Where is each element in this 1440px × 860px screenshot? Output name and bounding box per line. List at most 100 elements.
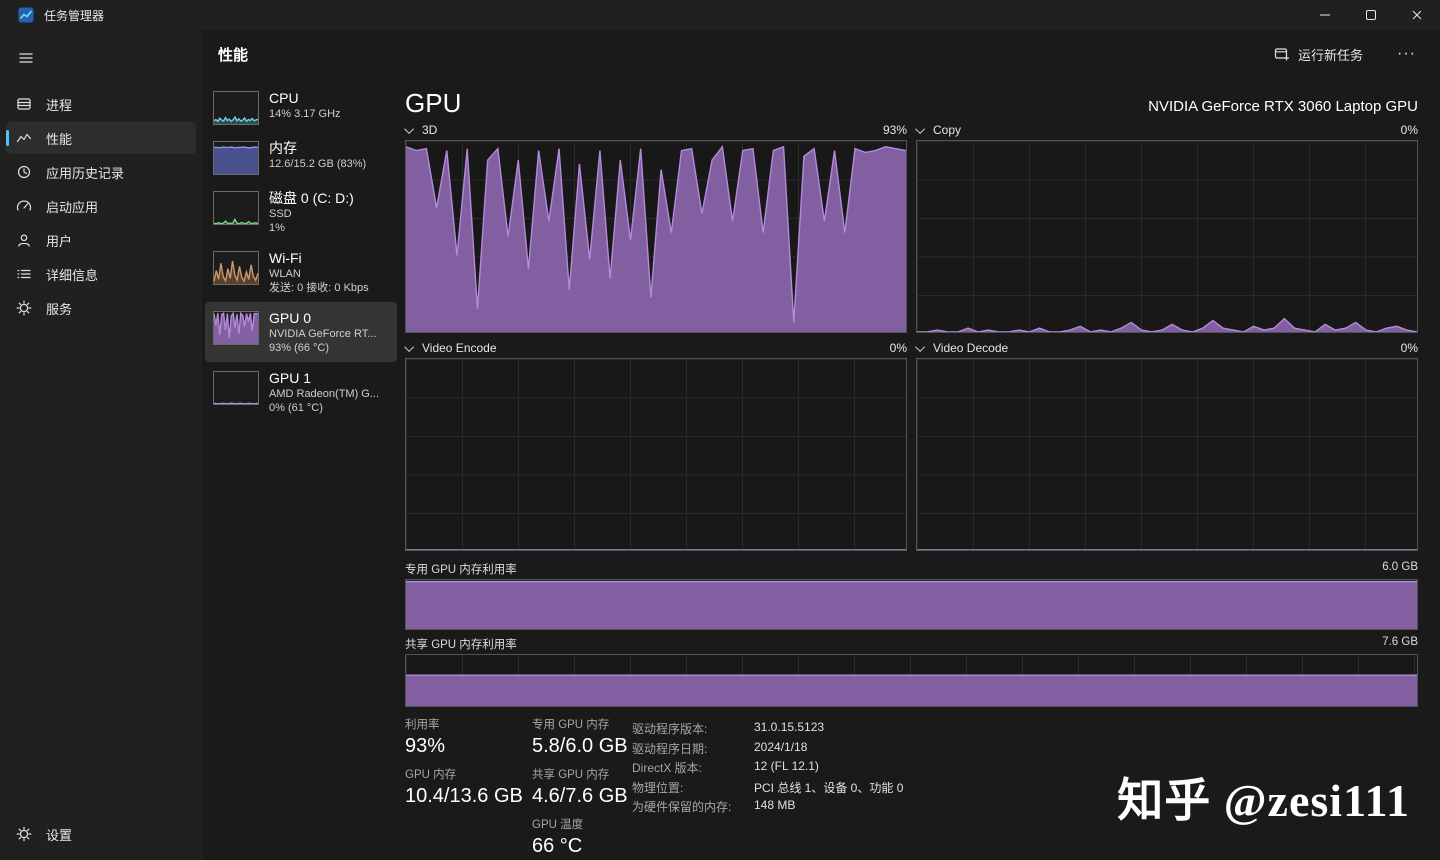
chart-current-value: 0% <box>889 341 907 355</box>
titlebar: 任务管理器 <box>0 0 1440 30</box>
perf-item-detail: WLAN <box>269 268 301 280</box>
gpu-driver-details: 驱动程序版本: 31.0.15.5123 驱动程序日期: 2024/1/18 D… <box>632 720 903 815</box>
perf-item-detail: 1% <box>269 222 285 234</box>
gpu-copy-chart[interactable] <box>916 140 1418 333</box>
window-title: 任务管理器 <box>44 8 105 23</box>
perf-item-memory[interactable]: 内存 12.6/15.2 GB (83%) <box>205 132 397 182</box>
nav-label: 应用历史记录 <box>46 165 125 181</box>
nav-item-processes[interactable]: 进程 <box>6 88 196 120</box>
gpu1-mini-chart <box>213 371 259 405</box>
chart-current-value: 93% <box>882 123 907 137</box>
gpu-detail-panel: GPU NVIDIA GeForce RTX 3060 Laptop GPU 3… <box>403 88 1418 860</box>
maximize-button[interactable] <box>1348 0 1394 30</box>
chart-header-video-decode[interactable]: Video Decode 0% <box>915 340 1418 356</box>
dedicated-memory-max: 6.0 GB <box>1382 561 1418 573</box>
stat-label-utilization: 利用率 <box>405 719 440 731</box>
chart-header-video-encode[interactable]: Video Encode 0% <box>404 340 907 356</box>
chart-label: Copy <box>933 123 962 137</box>
detail-value: 2024/1/18 <box>754 739 808 754</box>
gpu-video-decode-chart[interactable] <box>916 358 1418 551</box>
nav-item-settings[interactable]: 设置 <box>6 818 196 850</box>
perf-item-detail: 0% (61 °C) <box>269 402 323 414</box>
nav-label: 用户 <box>46 233 73 249</box>
gpu-3d-chart[interactable] <box>405 140 907 333</box>
disk-mini-chart <box>213 191 259 225</box>
nav-item-performance[interactable]: 性能 <box>6 122 196 154</box>
detail-label: 驱动程序版本: <box>632 722 708 736</box>
stat-value-shared-memory: 4.6/7.6 GB <box>532 785 628 807</box>
detail-label: 驱动程序日期: <box>632 741 708 756</box>
perf-item-wifi[interactable]: Wi-Fi WLAN 发送: 0 接收: 0 Kbps <box>205 242 397 302</box>
detail-value: 148 MB <box>754 798 796 812</box>
chevron-down-icon <box>915 341 926 352</box>
perf-item-title: Wi-Fi <box>269 250 302 266</box>
chart-header-copy[interactable]: Copy 0% <box>915 122 1418 138</box>
more-options-button[interactable]: ··· <box>1397 45 1416 62</box>
detail-value: 31.0.15.5123 <box>754 720 825 734</box>
nav-label: 性能 <box>46 131 73 147</box>
memory-mini-chart <box>213 141 259 175</box>
detail-label: 为硬件保留的内存: <box>632 800 732 814</box>
nav-label: 进程 <box>46 97 73 113</box>
stat-label-gpu-memory: GPU 内存 <box>405 769 457 781</box>
stat-label-shared-memory: 共享 GPU 内存 <box>532 769 610 781</box>
nav-item-details[interactable]: 详细信息 <box>6 258 196 290</box>
nav-item-users[interactable]: 用户 <box>6 224 196 256</box>
run-new-task-label: 运行新任务 <box>1298 47 1364 63</box>
stat-label-dedicated-memory: 专用 GPU 内存 <box>532 719 610 731</box>
perf-item-title: GPU 1 <box>269 370 312 386</box>
wifi-mini-chart <box>213 251 259 285</box>
perf-item-detail: 93% (66 °C) <box>269 342 330 354</box>
perf-item-gpu1[interactable]: GPU 1 AMD Radeon(TM) G... 0% (61 °C) <box>205 362 397 422</box>
run-new-task-icon <box>1274 46 1290 62</box>
cpu-mini-chart <box>213 91 259 125</box>
detail-label: 物理位置: <box>632 780 684 795</box>
gpu0-mini-chart <box>213 311 259 345</box>
chart-label: 3D <box>422 123 438 137</box>
dedicated-gpu-memory-chart[interactable] <box>405 579 1418 630</box>
performance-icon <box>16 130 32 146</box>
user-icon <box>16 232 32 248</box>
chart-current-value: 0% <box>1400 123 1418 137</box>
perf-item-disk0[interactable]: 磁盘 0 (C: D:) SSD 1% <box>205 182 397 242</box>
nav-label: 服务 <box>46 301 73 317</box>
nav-label: 详细信息 <box>46 267 99 283</box>
detail-value: 12 (FL 12.1) <box>754 759 819 773</box>
nav-item-services[interactable]: 服务 <box>6 292 196 324</box>
perf-item-cpu[interactable]: CPU 14% 3.17 GHz <box>205 82 397 132</box>
detail-value: PCI 总线 1、设备 0、功能 0 <box>754 780 904 795</box>
nav-item-app-history[interactable]: 应用历史记录 <box>6 156 196 188</box>
run-new-task-button[interactable]: 运行新任务 <box>1266 40 1371 69</box>
hamburger-menu-icon[interactable] <box>8 42 44 74</box>
shared-gpu-memory-chart[interactable] <box>405 654 1418 707</box>
stat-label-gpu-temperature: GPU 温度 <box>532 819 584 831</box>
perf-item-gpu0[interactable]: GPU 0 NVIDIA GeForce RT... 93% (66 °C) <box>205 302 397 362</box>
stat-value-utilization: 93% <box>405 735 446 757</box>
content-header: 性能 运行新任务 ··· <box>202 30 1440 78</box>
gpu-video-encode-chart[interactable] <box>405 358 907 551</box>
list-details-icon <box>16 266 32 282</box>
close-button[interactable] <box>1394 0 1440 30</box>
services-gear-icon <box>16 300 32 316</box>
settings-gear-icon <box>16 826 32 842</box>
perf-item-title: CPU <box>269 90 299 106</box>
history-clock-icon <box>16 164 32 180</box>
nav-label: 启动应用 <box>46 199 99 215</box>
perf-item-title: 磁盘 0 (C: D:) <box>269 190 354 206</box>
stat-value-gpu-memory: 10.4/13.6 GB <box>405 785 523 807</box>
dedicated-memory-chart-label: 专用 GPU 内存利用率 <box>405 564 517 576</box>
nav-item-startup-apps[interactable]: 启动应用 <box>6 190 196 222</box>
minimize-button[interactable] <box>1302 0 1348 30</box>
perf-item-detail: AMD Radeon(TM) G... <box>269 388 380 400</box>
performance-list: CPU 14% 3.17 GHz 内存 12.6/15.2 GB (83%) 磁… <box>205 82 397 422</box>
zhihu-watermark: 知乎 @zesi111 <box>1117 775 1410 826</box>
task-manager-app-icon <box>18 7 34 23</box>
chart-header-3d[interactable]: 3D 93% <box>404 122 907 138</box>
stat-value-gpu-temperature: 66 °C <box>532 835 583 857</box>
chevron-down-icon <box>404 341 415 352</box>
gpu-panel-title: GPU <box>405 88 462 118</box>
content-area: 性能 运行新任务 ··· CPU <box>202 30 1440 860</box>
shared-memory-chart-label: 共享 GPU 内存利用率 <box>405 639 517 651</box>
nav-label: 设置 <box>46 827 73 843</box>
